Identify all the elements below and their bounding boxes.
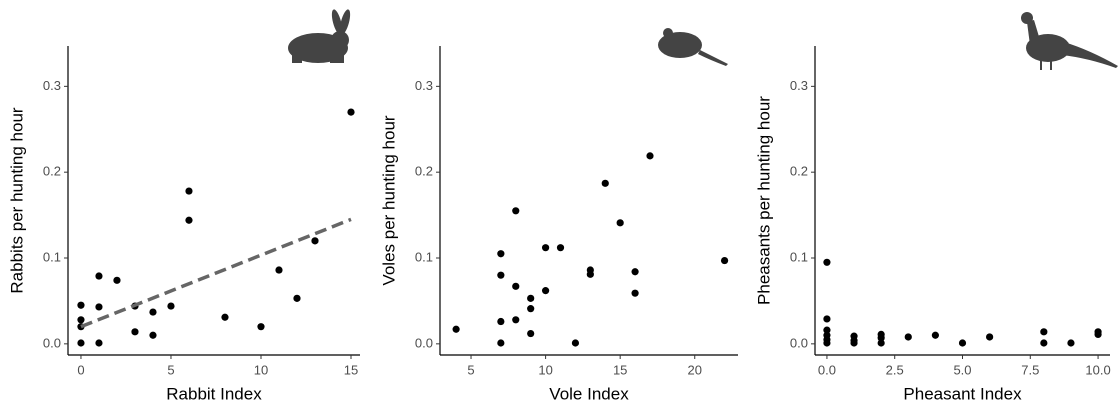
point bbox=[167, 302, 175, 310]
pheasant-icon bbox=[1021, 12, 1118, 70]
point bbox=[631, 289, 639, 297]
point bbox=[77, 339, 85, 347]
y-tick-label: 0.3 bbox=[43, 78, 61, 93]
x-axis-title: Vole Index bbox=[549, 384, 629, 403]
point bbox=[1040, 339, 1048, 347]
point bbox=[512, 282, 520, 290]
point bbox=[601, 179, 609, 187]
point bbox=[646, 152, 654, 160]
point bbox=[541, 244, 550, 252]
point bbox=[1094, 330, 1102, 338]
point bbox=[631, 268, 639, 276]
y-tick-label: 0.1 bbox=[790, 249, 808, 264]
point bbox=[149, 331, 157, 339]
x-tick-label: 5 bbox=[167, 362, 174, 377]
x-axis-title: Pheasant Index bbox=[903, 384, 1022, 403]
point bbox=[497, 317, 505, 326]
x-tick-label: 15 bbox=[344, 362, 358, 377]
x-tick-label: 5 bbox=[467, 362, 474, 377]
point bbox=[221, 313, 229, 321]
point bbox=[850, 339, 858, 347]
point bbox=[958, 339, 967, 347]
y-tick-label: 0.0 bbox=[43, 335, 61, 350]
x-tick-label: 10 bbox=[538, 362, 552, 377]
point bbox=[185, 216, 193, 224]
point bbox=[877, 334, 885, 342]
point bbox=[931, 331, 939, 339]
x-tick-label: 10.0 bbox=[1085, 362, 1110, 377]
point bbox=[497, 339, 505, 347]
point bbox=[823, 258, 831, 266]
trend-line bbox=[80, 217, 352, 329]
point bbox=[1067, 339, 1075, 347]
point bbox=[257, 323, 265, 331]
y-tick-label: 0.0 bbox=[415, 335, 433, 350]
point bbox=[527, 329, 535, 338]
point bbox=[823, 339, 831, 347]
point bbox=[347, 108, 355, 116]
point bbox=[877, 339, 885, 347]
y-tick-label: 0.3 bbox=[415, 78, 433, 93]
vole-icon bbox=[658, 28, 728, 66]
y-tick-label: 0.2 bbox=[790, 164, 808, 179]
point bbox=[293, 294, 301, 302]
rabbit-icon bbox=[288, 9, 351, 63]
point bbox=[77, 301, 85, 309]
x-tick-label: 2.5 bbox=[886, 362, 904, 377]
y-axis-title: Pheasants per hunting hour bbox=[754, 96, 773, 305]
point bbox=[823, 315, 831, 323]
y-axis-title: Rabbits per hunting hour bbox=[7, 107, 26, 294]
y-tick-label: 0.2 bbox=[415, 164, 433, 179]
point bbox=[586, 270, 594, 278]
point bbox=[95, 303, 103, 311]
point bbox=[113, 276, 121, 284]
y-tick-label: 0.2 bbox=[43, 164, 61, 179]
x-tick-label: 15 bbox=[613, 362, 627, 377]
point bbox=[541, 287, 550, 295]
point bbox=[311, 237, 319, 245]
point bbox=[1040, 328, 1048, 336]
x-axis-title: Rabbit Index bbox=[166, 384, 262, 403]
x-tick-label: 0.0 bbox=[818, 362, 836, 377]
y-tick-label: 0.3 bbox=[790, 78, 808, 93]
x-tick-label: 0 bbox=[77, 362, 84, 377]
point bbox=[986, 333, 994, 341]
y-tick-label: 0.1 bbox=[415, 249, 433, 264]
point bbox=[512, 316, 520, 324]
point bbox=[616, 219, 624, 227]
x-tick-label: 20 bbox=[688, 362, 702, 377]
point bbox=[149, 308, 157, 316]
point bbox=[556, 244, 565, 252]
point bbox=[452, 325, 460, 333]
x-tick-label: 10 bbox=[254, 362, 268, 377]
point bbox=[571, 339, 580, 347]
point bbox=[823, 326, 831, 334]
y-tick-label: 0.0 bbox=[790, 335, 808, 350]
point bbox=[185, 187, 193, 195]
point bbox=[275, 266, 283, 274]
y-tick-label: 0.1 bbox=[43, 249, 61, 264]
point bbox=[95, 272, 103, 280]
point bbox=[131, 328, 139, 336]
y-axis-title: Voles per hunting hour bbox=[379, 115, 398, 285]
point bbox=[95, 339, 103, 347]
point bbox=[77, 316, 85, 324]
point bbox=[904, 333, 912, 341]
point bbox=[527, 305, 535, 313]
point bbox=[720, 256, 729, 265]
point bbox=[497, 250, 505, 258]
point bbox=[527, 294, 535, 302]
x-tick-label: 5.0 bbox=[953, 362, 971, 377]
point bbox=[497, 271, 505, 279]
x-tick-label: 7.5 bbox=[1021, 362, 1039, 377]
point bbox=[512, 207, 520, 215]
